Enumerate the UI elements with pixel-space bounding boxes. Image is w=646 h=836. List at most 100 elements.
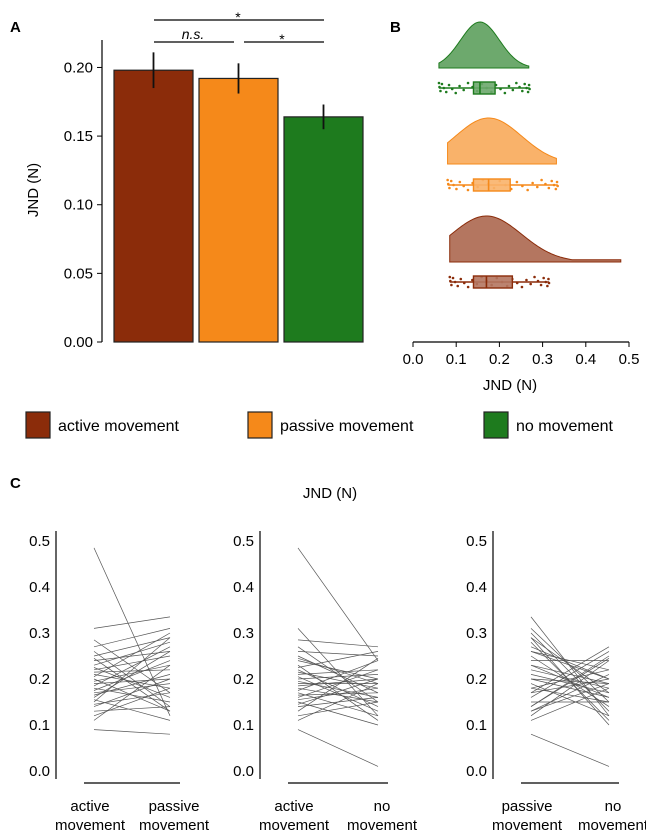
point-none [454,91,458,95]
point-passive [540,178,543,182]
subplot-ytick-label: 0.0 [233,763,254,780]
subject-line [530,651,610,680]
point-none [458,84,461,88]
point-active [451,276,455,280]
point-none [507,84,511,88]
subplot-xlabel-line1: passive [502,798,553,815]
subplot-xlabel-line2: movement [578,817,646,834]
subject-line [297,651,379,668]
subplot-xlabel-line1: no [605,798,622,815]
panel-a-ytick-label: 0.10 [64,197,93,214]
subject-line [93,637,171,703]
point-none [511,88,515,92]
subplot-ytick-label: 0.4 [466,579,487,596]
point-none [437,81,441,85]
point-active [525,278,528,282]
point-passive [555,180,559,184]
subject-line [93,628,171,648]
point-passive [547,186,551,190]
subplot-ytick-label: 0.5 [233,533,254,550]
panel-a-ytick-label: 0.05 [64,265,93,282]
panel-b-label: B [390,19,401,36]
subject-line [93,664,171,682]
point-passive [531,181,534,185]
point-none [462,88,465,92]
panel-b-xtick-label: 0.5 [619,351,640,368]
box-active [472,275,514,289]
subject-line [297,683,379,721]
point-passive [449,179,453,183]
subject-line [530,687,610,703]
subplot-ytick-label: 0.0 [466,763,487,780]
point-active [529,282,532,286]
subplot-xlabel-line2: movement [55,817,126,834]
subject-line [93,655,171,671]
sig-label-active-none: * [235,9,241,25]
subject-line [530,674,610,694]
point-active [450,283,453,287]
panel-a-ytick-label: 0.20 [64,59,93,76]
subject-line [93,678,171,684]
panel-c-title: JND (N) [303,485,357,502]
subject-line [297,660,379,691]
subject-line [93,664,171,721]
subplot-ytick-label: 0.1 [233,717,254,734]
point-none [466,81,470,85]
subplot-ytick-label: 0.2 [29,671,50,688]
subplot-xlabel-line1: no [374,798,391,815]
subject-line [297,658,379,712]
subplot-ytick-label: 0.1 [466,717,487,734]
panel-c-label: C [10,475,21,492]
panel-b-xtick-label: 0.1 [446,351,467,368]
subplot-xlabel-line1: passive [149,798,200,815]
subplot-ytick-label: 0.3 [29,625,50,642]
point-passive [466,188,470,192]
subplot-ytick-label: 0.4 [233,579,254,596]
subject-line [297,678,379,687]
subplot-1: 0.0 0.1 0.2 0.3 0.4 0.5 active movement passive m… [29,531,210,834]
point-none [527,83,531,87]
subject-line [297,671,379,689]
subject-line [530,616,610,717]
point-passive [446,178,449,182]
subject-line [297,729,379,767]
legend-label-none: no movement [516,418,613,435]
subject-line [530,687,610,721]
subplot-xlabel-line2: movement [139,817,210,834]
subplot-xlabel-line1: active [274,798,313,815]
subject-line [93,547,171,716]
subject-line [297,660,379,680]
point-passive [554,187,558,191]
subplot-ytick-label: 0.5 [466,533,487,550]
subject-line [297,669,379,707]
point-active [456,284,460,288]
panel-b-xtick-label: 0.0 [403,351,424,368]
subject-line [530,683,610,712]
panel-b-xtick-label: 0.3 [532,351,553,368]
subject-line [297,687,379,703]
subject-line [530,669,610,689]
sig-label-passive-none: * [279,31,285,47]
bar-passive [198,77,279,343]
subject-line [93,651,171,707]
subject-line [297,701,379,726]
subplot-3: 0.0 0.1 0.2 0.3 0.4 0.5 passive movement no movem… [466,531,646,834]
subject-line [530,637,610,726]
point-active [539,283,543,287]
point-passive [448,186,451,190]
legend-swatch-passive [247,411,273,439]
sig-label-active-passive: n.s. [182,26,205,42]
point-passive [455,187,458,191]
legend: active movement passive movement no moveme… [25,411,613,439]
panel-a-ylabel: JND (N) [25,163,42,217]
subject-line [297,639,379,648]
point-passive [515,180,519,184]
subplot-2: 0.0 0.1 0.2 0.3 0.4 0.5 active movement no moveme… [233,531,418,834]
point-none [523,82,526,86]
box-none [472,81,496,95]
subject-line [93,646,171,687]
subplot-ytick-label: 0.4 [29,579,50,596]
density-active [449,215,622,263]
panel-a-label: A [10,19,21,36]
subject-line [93,692,171,705]
